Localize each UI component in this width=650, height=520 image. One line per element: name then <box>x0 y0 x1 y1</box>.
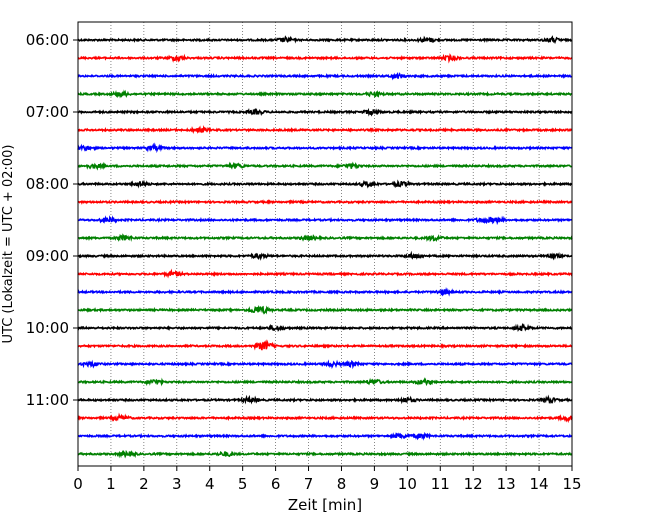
x-tick-label: 3 <box>172 475 182 493</box>
y-tick-label: 10:00 <box>26 319 69 337</box>
x-tick-label: 10 <box>398 475 417 493</box>
x-tick-label: 5 <box>238 475 248 493</box>
seismic-trace <box>77 107 573 117</box>
seismic-trace <box>77 53 573 64</box>
x-tick-label: 8 <box>337 475 347 493</box>
plot-frame <box>77 21 573 467</box>
x-tick-label: 4 <box>205 475 215 493</box>
seismic-traces <box>77 35 573 459</box>
seismic-trace <box>77 449 573 459</box>
seismic-trace <box>77 89 573 99</box>
seismic-trace <box>77 142 573 154</box>
seismic-trace <box>77 394 573 405</box>
y-axis-label: UTC (Lokalzeit = UTC + 02:00) <box>1 145 16 344</box>
seismic-trace <box>77 431 573 441</box>
x-tick-label: 6 <box>271 475 281 493</box>
x-tick-label: 12 <box>464 475 483 493</box>
seismic-trace <box>77 161 573 171</box>
x-tick-label: 7 <box>304 475 314 493</box>
seismic-trace <box>77 179 573 189</box>
y-tick-label: 07:00 <box>26 103 69 121</box>
seismic-trace <box>77 359 573 370</box>
x-tick-label: 1 <box>106 475 116 493</box>
seismic-trace <box>77 71 573 81</box>
x-axis-label: Zeit [min] <box>288 496 362 514</box>
seismic-trace <box>77 287 573 297</box>
seismic-trace <box>77 304 573 315</box>
seismic-trace <box>77 125 573 135</box>
seismic-trace <box>77 215 573 226</box>
x-tick-label: 13 <box>497 475 516 493</box>
x-tick-label: 14 <box>530 475 549 493</box>
x-tick-label: 15 <box>562 475 581 493</box>
y-tick-label: 09:00 <box>26 247 69 265</box>
seismic-trace <box>77 35 573 45</box>
y-tick-label: 08:00 <box>26 175 69 193</box>
y-tick-label: 11:00 <box>26 391 69 409</box>
seismic-trace <box>77 322 573 333</box>
x-tick-label: 9 <box>370 475 380 493</box>
grid-lines <box>110 22 540 466</box>
seismic-trace <box>77 233 573 243</box>
x-tick-label: 0 <box>73 475 83 493</box>
x-tick-label: 11 <box>431 475 450 493</box>
seismic-trace <box>77 250 573 261</box>
seismic-trace <box>77 377 573 387</box>
y-tick-label: 06:00 <box>26 31 69 49</box>
x-tick-label: 2 <box>139 475 149 493</box>
seismic-trace <box>77 339 573 351</box>
seismic-trace <box>77 412 573 423</box>
axis-ticks: 0 1 2 3 4 5 6 7 8 9 10 11 12 13 14 1506:0007:0008:0009:… <box>26 31 582 493</box>
seismic-trace <box>77 268 573 279</box>
seismic-trace <box>77 199 573 205</box>
